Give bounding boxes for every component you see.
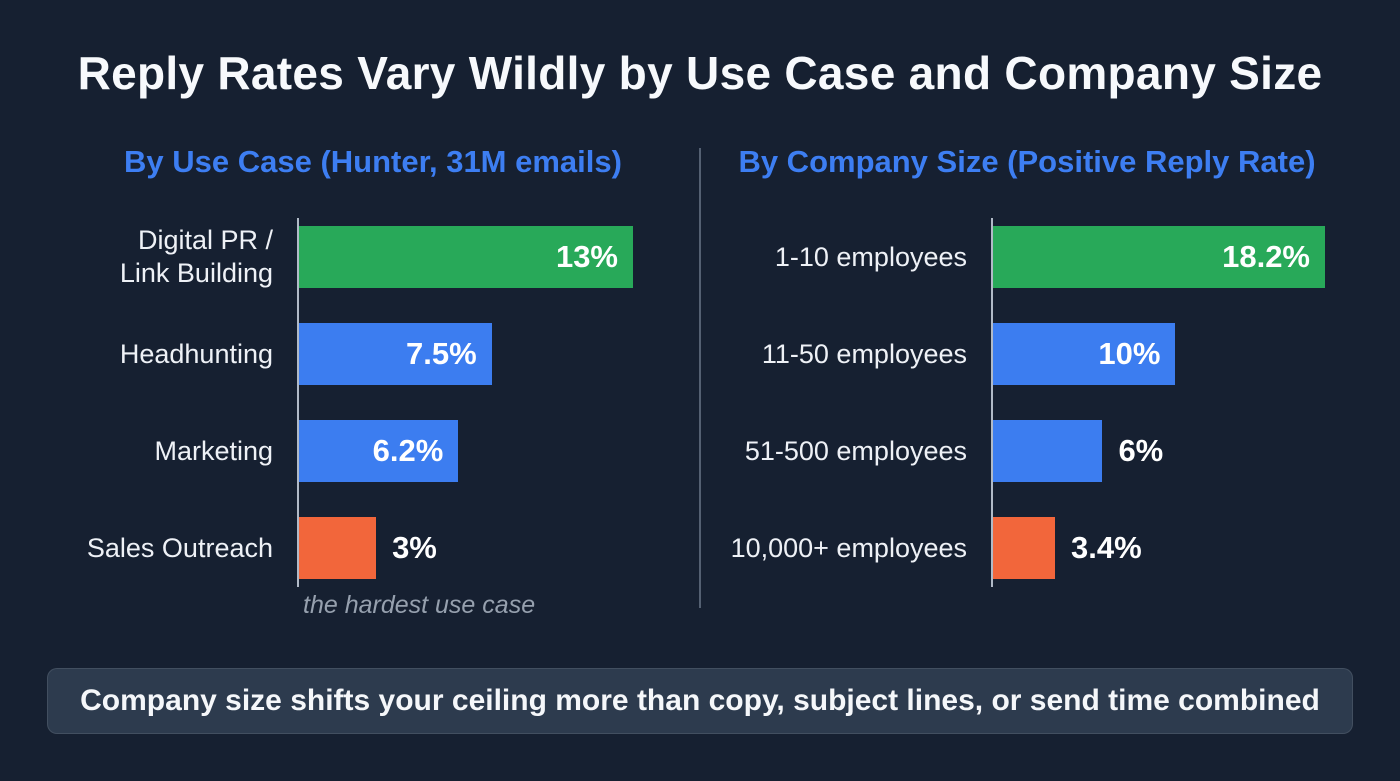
- company-size-chart: By Company Size (Positive Reply Rate) 1-…: [701, 144, 1353, 620]
- bar: 13%: [299, 226, 633, 288]
- value-label: 10%: [1098, 336, 1161, 371]
- footer-text: Company size shifts your ceiling more th…: [80, 684, 1320, 717]
- bar-row: Headhunting 7.5%: [47, 323, 699, 385]
- page-title: Reply Rates Vary Wildly by Use Case and …: [77, 47, 1323, 99]
- category-label: 1-10 employees: [774, 241, 967, 272]
- bar: [299, 517, 377, 579]
- category-label: 11-50 employees: [761, 338, 967, 369]
- axis-line: [297, 218, 299, 587]
- category-label: Headhunting: [119, 338, 273, 369]
- bar-area: 3.4%: [991, 517, 1353, 579]
- value-label: 3.4%: [1071, 530, 1142, 565]
- category-label: Digital PR / Link Building: [119, 225, 273, 288]
- hardest-use-case-annotation: the hardest use case: [303, 591, 536, 619]
- bar-row: Digital PR / Link Building 13%: [47, 225, 699, 288]
- bar-row: 10,000+ employees 3.4%: [701, 517, 1353, 579]
- bar-area: 13%: [297, 226, 699, 288]
- charts-row: By Use Case (Hunter, 31M emails) Digital…: [47, 144, 1353, 620]
- category-label: 10,000+ employees: [730, 532, 967, 563]
- company-size-chart-title: By Company Size (Positive Reply Rate): [738, 144, 1316, 179]
- value-label: 18.2%: [1222, 239, 1310, 274]
- footer-callout: Company size shifts your ceiling more th…: [47, 668, 1353, 734]
- bar-area: 18.2%: [991, 226, 1353, 288]
- company-size-bar-rows: 1-10 employees 18.2% 11-50 employees 10% 51-…: [701, 218, 1353, 587]
- bar-area: 7.5%: [297, 323, 699, 385]
- bar-row: 51-500 employees 6%: [701, 420, 1353, 482]
- bar: 7.5%: [299, 323, 492, 385]
- category-label: Sales Outreach: [86, 532, 273, 563]
- chart-divider: [699, 148, 701, 608]
- bar: 6.2%: [299, 420, 459, 482]
- bar-area: 3%: [297, 517, 699, 579]
- value-label: 13%: [555, 239, 618, 274]
- bar-row: Marketing 6.2%: [47, 420, 699, 482]
- bar-row: 11-50 employees 10%: [701, 323, 1353, 385]
- category-label: 51-500 employees: [744, 435, 967, 466]
- value-label: 3%: [392, 530, 437, 565]
- bar-row: 1-10 employees 18.2%: [701, 226, 1353, 288]
- bar-area: 10%: [991, 323, 1353, 385]
- value-label: 7.5%: [406, 336, 477, 371]
- bar: 18.2%: [993, 226, 1325, 288]
- bar: [993, 420, 1103, 482]
- axis-line: [991, 218, 993, 587]
- bar: [993, 517, 1056, 579]
- use-case-chart-title: By Use Case (Hunter, 31M emails): [124, 144, 622, 179]
- value-label: 6.2%: [372, 433, 444, 468]
- bar: 10%: [993, 323, 1176, 385]
- bar-row: Sales Outreach 3%: [47, 517, 699, 579]
- category-label: Marketing: [154, 435, 273, 466]
- bar-area: 6%: [991, 420, 1353, 482]
- use-case-chart: By Use Case (Hunter, 31M emails) Digital…: [47, 144, 699, 620]
- use-case-bar-rows: Digital PR / Link Building 13% Headhunting…: [47, 218, 699, 587]
- value-label: 6%: [1118, 433, 1164, 468]
- bar-area: 6.2%: [297, 420, 699, 482]
